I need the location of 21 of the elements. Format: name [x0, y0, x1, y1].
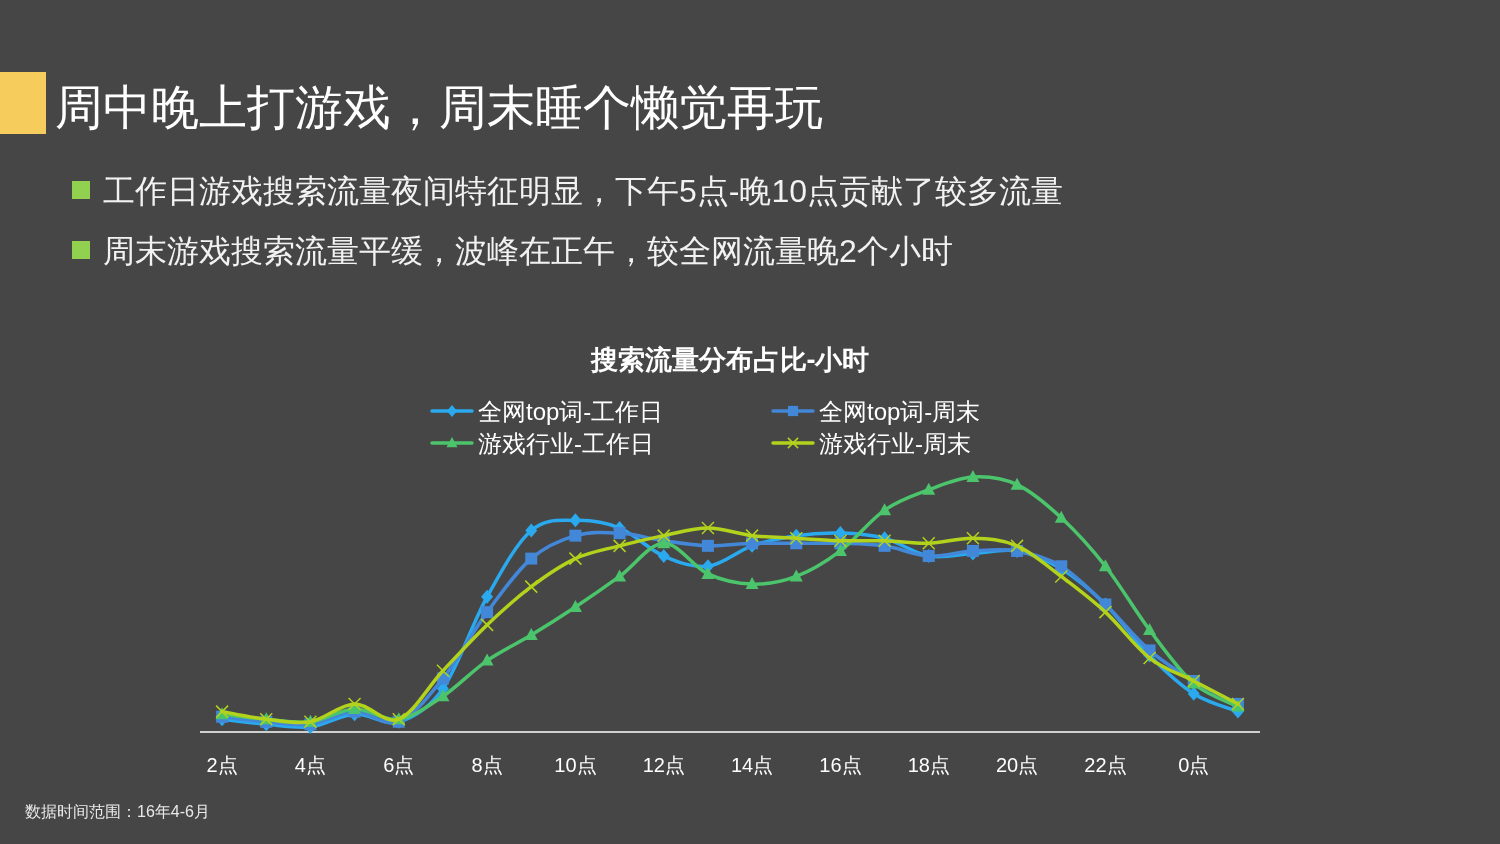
x-tick-label: 14点 [730, 754, 774, 776]
chart-subtitle: 搜索流量分布占比-小时 [589, 345, 870, 375]
legend-label: 游戏行业-周末 [819, 430, 971, 457]
x-tick-label: 0点 [1178, 754, 1210, 776]
text: 数据时间范围：16年4-6月 [25, 803, 210, 820]
chart-title: 周中晚上打游戏，周末睡个懒觉再玩 [55, 81, 823, 134]
x-tick-label: 20点 [995, 754, 1039, 776]
x-tick-label: 6点 [383, 754, 415, 776]
x-tick-label: 2点 [206, 754, 238, 776]
text: 工作日游戏搜索流量夜间特征明显，下午5点-晚10点贡献了较多流量 [103, 173, 1064, 209]
x-tick-label: 4点 [294, 754, 326, 776]
text: 周末游戏搜索流量平缓，波峰在正午，较全网流量晚2个小时 [103, 233, 953, 269]
legend-label: 全网top词-工作日 [478, 398, 664, 425]
x-tick-label: 8点 [471, 754, 503, 776]
x-tick-label: 22点 [1084, 754, 1127, 776]
x-tick-label: 18点 [907, 754, 950, 776]
legend-label: 游戏行业-工作日 [478, 430, 654, 457]
legend-label: 全网top词-周末 [819, 398, 981, 425]
x-tick-label: 12点 [642, 754, 685, 776]
x-tick-label: 16点 [819, 754, 862, 776]
x-tick-label: 10点 [554, 754, 597, 776]
